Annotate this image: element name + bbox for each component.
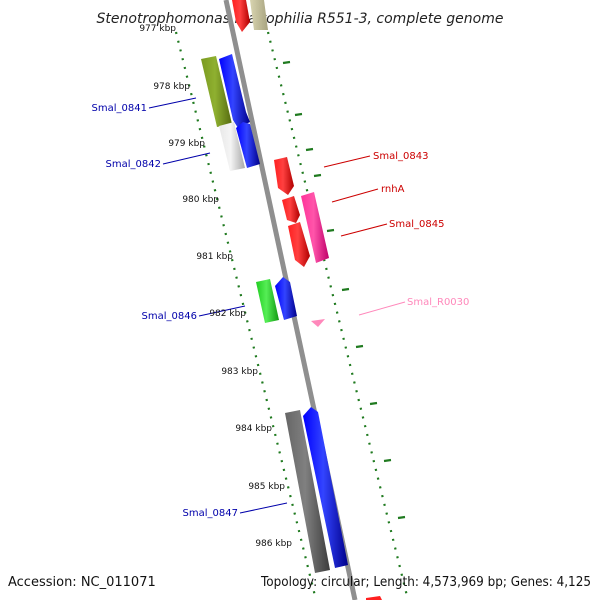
gene-feature-blue-979[interactable] [236,122,260,168]
tick-track-right [266,31,410,600]
tick-label-980: 980 kbp [182,195,219,205]
gene-feature-top-beige[interactable] [250,0,268,30]
gene-feature-blue-984[interactable] [303,407,348,568]
gene-feature-blue-978[interactable] [219,54,250,128]
genome-summary-text: Topology: circular; Length: 4,573,969 bp… [260,575,591,590]
gene-label-smal-r0030[interactable]: Smal_R0030 [407,297,469,308]
tick-label-981: 981 kbp [196,252,233,262]
tick-label-979: 979 kbp [168,139,205,149]
gene-feature-blue-982[interactable] [275,277,297,320]
gene-label-smal-0843[interactable]: Smal_0843 [373,151,428,162]
tick-label-983: 983 kbp [221,367,258,377]
tick-label-978: 978 kbp [153,82,190,92]
gene-label-smal-0842[interactable]: Smal_0842 [106,159,161,170]
gene-label-rnha[interactable]: rnhA [381,184,405,195]
gene-label-smal-0846[interactable]: Smal_0846 [142,311,197,322]
gene-feature-smal-0842-silver[interactable] [219,122,245,171]
gene-label-smal-0847[interactable]: Smal_0847 [183,508,238,519]
tick-label-984: 984 kbp [235,424,272,434]
gene-label-smal-0841[interactable]: Smal_0841 [92,103,147,114]
gene-label-smal-0845[interactable]: Smal_0845 [389,219,444,230]
gene-feature-smal-0843[interactable] [274,157,294,195]
gene-feature-smal-0841-olive[interactable] [201,56,232,127]
major-ticks [282,60,406,520]
tick-track-left [174,31,318,600]
gene-feature-smal-0847-gray[interactable] [285,410,330,573]
map-title: Stenotrophomonas maltophilia R551-3, com… [97,11,504,27]
tick-label-985: 985 kbp [248,482,285,492]
tick-label-986: 986 kbp [255,539,292,549]
gene-feature-red-981[interactable] [288,222,310,267]
gene-feature-bottom-red[interactable] [366,596,382,600]
accession-text: Accession: NC_011071 [8,575,156,590]
gene-feature-rnhA[interactable] [282,196,300,223]
gene-features [201,0,382,600]
tick-label-group: 977 kbp 978 kbp 979 kbp 980 kbp 981 kbp … [139,24,292,549]
tick-label-977: 977 kbp [139,24,176,34]
gene-feature-smal-0845[interactable] [301,192,329,263]
gene-label-group: Smal_0841 Smal_0842 Smal_0843 rnhA Smal_… [92,103,470,519]
tick-label-982: 982 kbp [209,309,246,319]
gene-feature-top-red[interactable] [232,0,250,32]
label-callouts [148,97,406,514]
gene-feature-smal-r0030[interactable] [311,319,325,327]
gene-feature-smal-0846-green[interactable] [256,279,279,323]
